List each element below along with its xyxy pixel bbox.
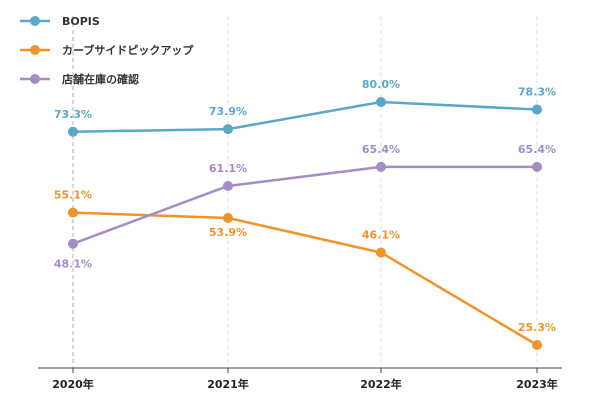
data-point bbox=[532, 104, 542, 115]
legend-label: カーブサイドピックアップ bbox=[62, 43, 194, 57]
data-point bbox=[376, 247, 386, 258]
x-tick-label: 2021年 bbox=[207, 377, 249, 391]
data-label: 65.4% bbox=[362, 143, 400, 156]
data-label: 73.9% bbox=[209, 105, 247, 118]
x-tick-label: 2023年 bbox=[516, 377, 558, 391]
data-label: 78.3% bbox=[518, 86, 556, 99]
series-line-1 bbox=[72, 211, 538, 347]
legend-swatch-marker bbox=[30, 16, 40, 26]
data-point bbox=[223, 212, 233, 223]
x-tick-label: 2020年 bbox=[52, 377, 94, 391]
legend-label: BOPIS bbox=[62, 15, 100, 28]
data-label: 73.3% bbox=[54, 108, 92, 121]
series-line-0 bbox=[72, 100, 538, 134]
x-tick-label: 2022年 bbox=[360, 377, 402, 391]
data-label: 61.1% bbox=[209, 162, 247, 175]
data-label: 48.1% bbox=[54, 258, 92, 271]
data-label: 65.4% bbox=[518, 143, 556, 156]
data-point bbox=[532, 340, 542, 350]
data-label: 55.1% bbox=[54, 189, 92, 202]
legend-swatch-marker bbox=[30, 45, 40, 55]
data-point bbox=[223, 180, 233, 191]
data-point bbox=[68, 126, 78, 137]
grid-lines bbox=[72, 16, 538, 368]
series-lines bbox=[72, 100, 538, 347]
data-labels: 73.3% 73.9% 80.0% 78.3% 55.1% 53.9% 46.1% 25.3%… bbox=[54, 78, 556, 334]
data-point bbox=[532, 161, 542, 172]
x-axis: 2020年 2021年 2022年 2023年 bbox=[38, 367, 562, 391]
data-point bbox=[68, 207, 78, 218]
data-label: 46.1% bbox=[362, 229, 400, 242]
data-point bbox=[376, 96, 386, 107]
data-label: 25.3% bbox=[518, 321, 556, 334]
series-line-2 bbox=[72, 165, 537, 245]
data-label: 80.0% bbox=[362, 78, 400, 91]
data-point bbox=[68, 238, 78, 249]
legend-label: 店舗在庫の確認 bbox=[62, 72, 139, 86]
data-point bbox=[223, 124, 233, 135]
series-points bbox=[68, 96, 542, 350]
data-point bbox=[376, 161, 386, 172]
data-label: 53.9% bbox=[209, 226, 247, 239]
legend-swatch-marker bbox=[30, 74, 40, 84]
